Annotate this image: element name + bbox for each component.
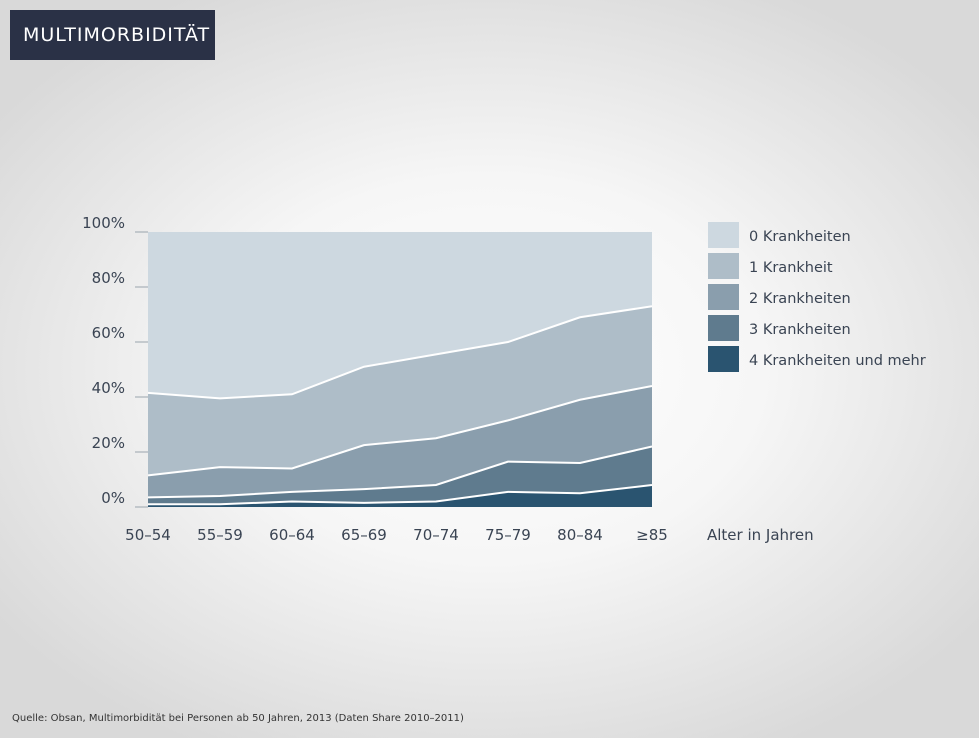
- x-axis: 50–54 55–59 60–64 65–69 70–74 75–79 80–84 ≥85 Al…: [125, 526, 813, 544]
- area-4-krankheiten-und-mehr: [148, 485, 652, 507]
- y-tick-label: 20%: [92, 434, 125, 452]
- boundary-line-1: [148, 484, 653, 506]
- legend-label-2-krankheiten: 2 Krankheiten: [749, 291, 851, 307]
- y-axis: 0% 20% 40% 60% 80% 100%: [82, 214, 148, 508]
- area-0-krankheiten: [148, 232, 652, 399]
- x-tick-label: 50–54: [125, 526, 171, 544]
- boundary-line-3: [147, 385, 653, 477]
- legend-label-3-krankheiten: 3 Krankheiten: [749, 322, 851, 338]
- legend-label-1-krankheit: 1 Krankheit: [749, 260, 833, 276]
- source-note: Quelle: Obsan, Multimorbidität bei Perso…: [12, 713, 464, 724]
- legend-swatch-4-krankheiten-und-mehr: [708, 346, 739, 372]
- x-axis-label: Alter in Jahren: [707, 526, 814, 544]
- y-tick-label: 80%: [92, 269, 125, 287]
- x-tick-label: 80–84: [557, 526, 603, 544]
- x-tick-label: ≥85: [636, 526, 668, 544]
- y-tick-label: 100%: [82, 214, 125, 232]
- x-tick-label: 70–74: [413, 526, 459, 544]
- x-tick-label: 60–64: [269, 526, 315, 544]
- boundary-line-2: [147, 445, 653, 499]
- legend-label-4-krankheiten-und-mehr: 4 Krankheiten und mehr: [749, 353, 926, 369]
- legend: 0 Krankheiten 1 Krankheit 2 Krankheiten 3 K…: [708, 222, 926, 372]
- y-tick-label: 0%: [101, 489, 125, 507]
- legend-label-0-krankheiten: 0 Krankheiten: [749, 229, 851, 245]
- y-tick-label: 40%: [92, 379, 125, 397]
- area-1-krankheit: [148, 306, 652, 476]
- legend-swatch-1-krankheit: [708, 253, 739, 279]
- legend-swatch-0-krankheiten: [708, 222, 739, 248]
- x-tick-label: 65–69: [341, 526, 387, 544]
- area-layers: [148, 232, 652, 507]
- area-3-krankheiten: [148, 446, 652, 505]
- page-title: MULTIMORBIDITÄT: [23, 24, 211, 46]
- boundary-line-4: [147, 305, 653, 400]
- title-banner: MULTIMORBIDITÄT: [10, 10, 215, 60]
- legend-swatch-2-krankheiten: [708, 284, 739, 310]
- legend-swatch-3-krankheiten: [708, 315, 739, 341]
- x-tick-label: 55–59: [197, 526, 243, 544]
- y-tick-label: 60%: [92, 324, 125, 342]
- x-tick-label: 75–79: [485, 526, 531, 544]
- boundary-lines: [147, 305, 653, 506]
